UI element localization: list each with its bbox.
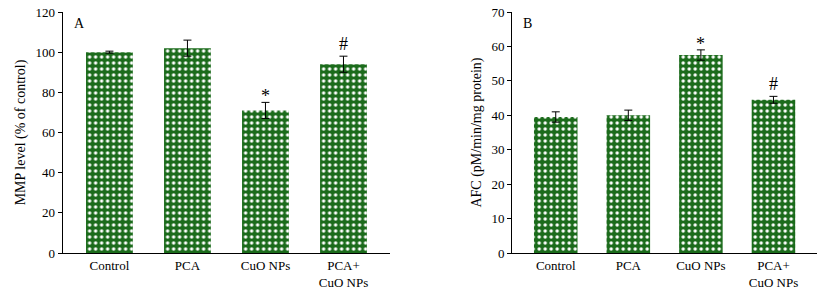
svg-text:AFC (pM/min/mg protein): AFC (pM/min/mg protein) [469,57,485,207]
svg-text:50: 50 [492,73,505,88]
svg-text:80: 80 [42,85,55,100]
svg-text:PCA+CuO NPs: PCA+CuO NPs [319,258,369,290]
svg-text:*: * [696,34,705,54]
svg-text:MMP level (% of control): MMP level (% of control) [13,59,29,205]
svg-text:PCA+CuO NPs: PCA+CuO NPs [749,258,799,290]
svg-text:70: 70 [492,5,505,20]
svg-text:PCA: PCA [616,258,642,273]
svg-text:20: 20 [492,177,505,192]
svg-text:60: 60 [42,125,55,140]
svg-text:B: B [523,16,532,31]
svg-text:Control: Control [536,258,576,273]
svg-text:CuO NPs: CuO NPs [241,258,291,273]
svg-text:0: 0 [498,246,505,261]
svg-text:A: A [74,16,85,31]
svg-text:40: 40 [42,165,55,180]
svg-text:CuO NPs: CuO NPs [676,258,726,273]
svg-text:PCA: PCA [175,258,201,273]
svg-text:#: # [769,74,778,94]
svg-text:120: 120 [36,5,56,20]
svg-text:20: 20 [42,205,55,220]
svg-text:0: 0 [49,246,56,261]
svg-text:60: 60 [492,39,505,54]
svg-text:10: 10 [492,211,505,226]
svg-text:100: 100 [36,45,56,60]
svg-text:#: # [339,34,348,54]
svg-text:40: 40 [492,108,505,123]
svg-text:*: * [261,86,270,106]
svg-text:30: 30 [492,142,505,157]
svg-text:Control: Control [90,258,130,273]
